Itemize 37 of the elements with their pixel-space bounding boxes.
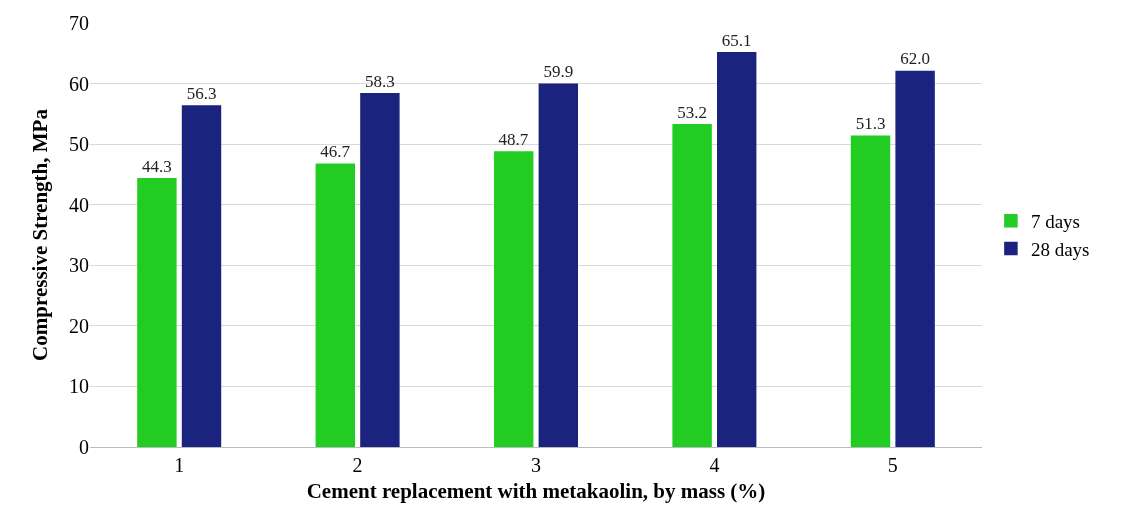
- y-tick-label: 20: [69, 314, 89, 337]
- data-label: 59.9: [543, 62, 574, 82]
- y-tick-label: 50: [69, 133, 89, 156]
- x-tick-label: 5: [887, 454, 898, 476]
- y-tick-label: 10: [69, 375, 89, 398]
- data-label: 48.7: [498, 130, 529, 150]
- data-label: 53.2: [677, 102, 707, 122]
- x-tick-label: 3: [531, 454, 541, 476]
- bar: [360, 93, 400, 447]
- data-label: 58.3: [365, 71, 395, 91]
- legend-label: 28 days: [1030, 238, 1090, 260]
- bar: [895, 70, 935, 447]
- bar: [137, 177, 177, 447]
- data-label: 44.3: [142, 156, 172, 176]
- bar: [672, 124, 712, 447]
- data-label: 56.3: [186, 83, 217, 103]
- bar: [315, 163, 356, 447]
- y-tick-label: 40: [69, 193, 89, 216]
- bar: [538, 83, 578, 447]
- x-tick-label: 4: [709, 454, 720, 476]
- data-label: 62.0: [900, 49, 930, 69]
- bar: [181, 105, 222, 447]
- data-label: 65.1: [721, 30, 752, 50]
- y-tick-label: 30: [69, 254, 89, 277]
- legend-label: 7 days: [1030, 211, 1080, 233]
- x-axis-title: Cement replacement with metakaolin, by mass (%): [306, 479, 766, 504]
- bar: [494, 151, 534, 447]
- bar: [850, 135, 891, 447]
- y-axis-title: Compressive Strength, MPa: [28, 108, 53, 361]
- y-tick-label: 60: [69, 72, 89, 95]
- y-tick-label: 70: [69, 12, 89, 34]
- x-tick-label: 1: [174, 454, 185, 476]
- x-tick-label: 2: [352, 454, 363, 476]
- y-tick-label: 0: [79, 436, 89, 458]
- data-label: 46.7: [320, 142, 351, 162]
- data-label: 51.3: [855, 114, 886, 134]
- bar: [717, 51, 757, 447]
